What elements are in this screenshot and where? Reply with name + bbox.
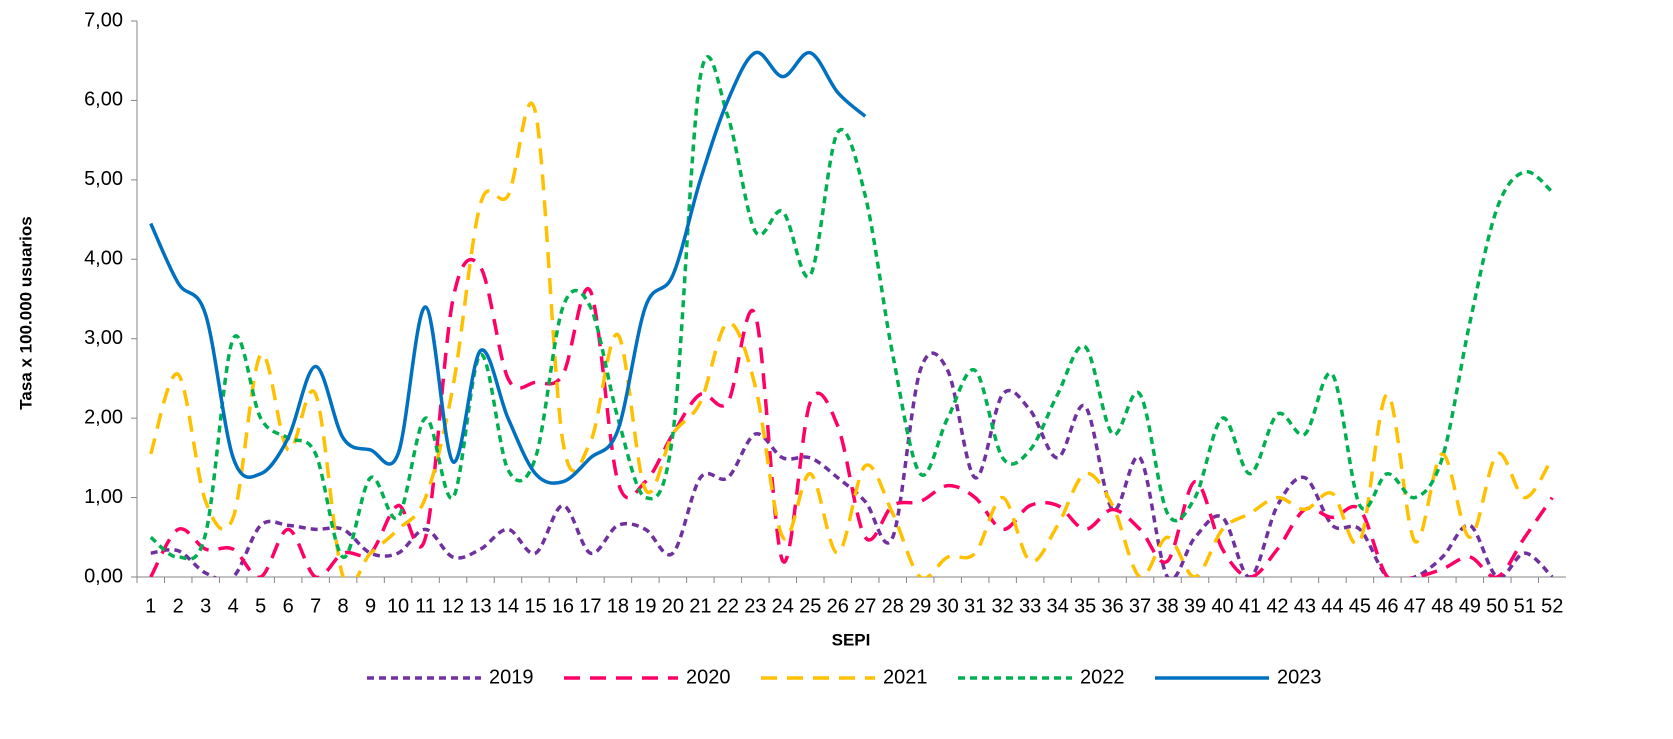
series-line: [149, 257, 1554, 577]
x-tick-label: 47: [1404, 595, 1426, 617]
y-tick-label: 4,00: [84, 248, 123, 270]
x-tick-label: 37: [1129, 595, 1151, 617]
x-tick-label: 17: [579, 595, 601, 617]
x-tick-label: 48: [1431, 595, 1453, 617]
series-line: [149, 101, 1554, 577]
x-tick-label: 44: [1321, 595, 1343, 617]
x-tick-label: 8: [338, 595, 349, 617]
x-tick-label: 18: [607, 595, 629, 617]
x-tick-label: 31: [964, 595, 986, 617]
x-tick-label: 9: [365, 595, 376, 617]
x-tick-label: 20: [662, 595, 684, 617]
y-tick-label: 5,00: [84, 168, 123, 190]
y-tick-label: 0,00: [84, 565, 123, 587]
y-tick-label: 1,00: [84, 486, 123, 508]
x-tick-label: 23: [744, 595, 766, 617]
y-tick-label: 6,00: [84, 89, 123, 111]
x-tick-label: 34: [1046, 595, 1068, 617]
x-tick-label: 5: [255, 595, 266, 617]
x-tick-label: 24: [772, 595, 794, 617]
x-tick-label: 51: [1514, 595, 1536, 617]
x-tick-label: 26: [827, 595, 849, 617]
x-tick-label: 6: [283, 595, 294, 617]
x-tick-label: 40: [1211, 595, 1233, 617]
x-tick-label: 13: [469, 595, 491, 617]
x-tick-label: 41: [1239, 595, 1261, 617]
x-tick-label: 50: [1486, 595, 1508, 617]
y-tick-label: 3,00: [84, 327, 123, 349]
series-line: [149, 50, 867, 485]
x-tick-label: 30: [937, 595, 959, 617]
x-tick-label: 27: [854, 595, 876, 617]
x-tick-label: 39: [1184, 595, 1206, 617]
x-tick-label: 49: [1459, 595, 1481, 617]
x-tick-label: 36: [1101, 595, 1123, 617]
x-tick-label: 22: [717, 595, 739, 617]
x-tick-label: 7: [310, 595, 321, 617]
x-tick-label: 11: [415, 595, 436, 617]
y-tick-label: 2,00: [84, 406, 123, 428]
legend-label: 2022: [1080, 666, 1125, 688]
x-tick-label: 16: [552, 595, 574, 617]
x-tick-label: 42: [1266, 595, 1288, 617]
x-tick-label: 1: [145, 595, 156, 617]
x-tick-label: 52: [1541, 595, 1563, 617]
x-tick-label: 14: [497, 595, 519, 617]
x-tick-label: 32: [992, 595, 1014, 617]
x-tick-label: 3: [200, 595, 211, 617]
legend-label: 2020: [686, 666, 731, 688]
legend-label: 2023: [1277, 666, 1322, 688]
x-tick-label: 29: [909, 595, 931, 617]
series-line: [150, 351, 1554, 577]
x-tick-label: 28: [882, 595, 904, 617]
x-tick-label: 46: [1376, 595, 1398, 617]
x-axis-title: SEPI: [832, 630, 871, 649]
x-tick-label: 4: [228, 595, 239, 617]
x-tick-label: 21: [689, 595, 711, 617]
x-tick-label: 2: [173, 595, 184, 617]
series-line: [149, 55, 1554, 561]
legend-label: 2021: [883, 666, 928, 688]
x-tick-label: 15: [524, 595, 546, 617]
plot-area: [149, 50, 1554, 577]
legend-label: 2019: [489, 666, 534, 688]
y-axis-title: Tasa x 100.000 usuarios: [16, 216, 35, 409]
x-tick-label: 19: [634, 595, 656, 617]
x-tick-label: 33: [1019, 595, 1041, 617]
y-tick-label: 7,00: [84, 9, 123, 31]
x-tick-label: 43: [1294, 595, 1316, 617]
x-tick-label: 12: [442, 595, 464, 617]
x-tick-label: 25: [799, 595, 821, 617]
x-tick-label: 38: [1156, 595, 1178, 617]
x-tick-label: 35: [1074, 595, 1096, 617]
x-tick-label: 45: [1349, 595, 1371, 617]
x-tick-label: 10: [387, 595, 409, 617]
